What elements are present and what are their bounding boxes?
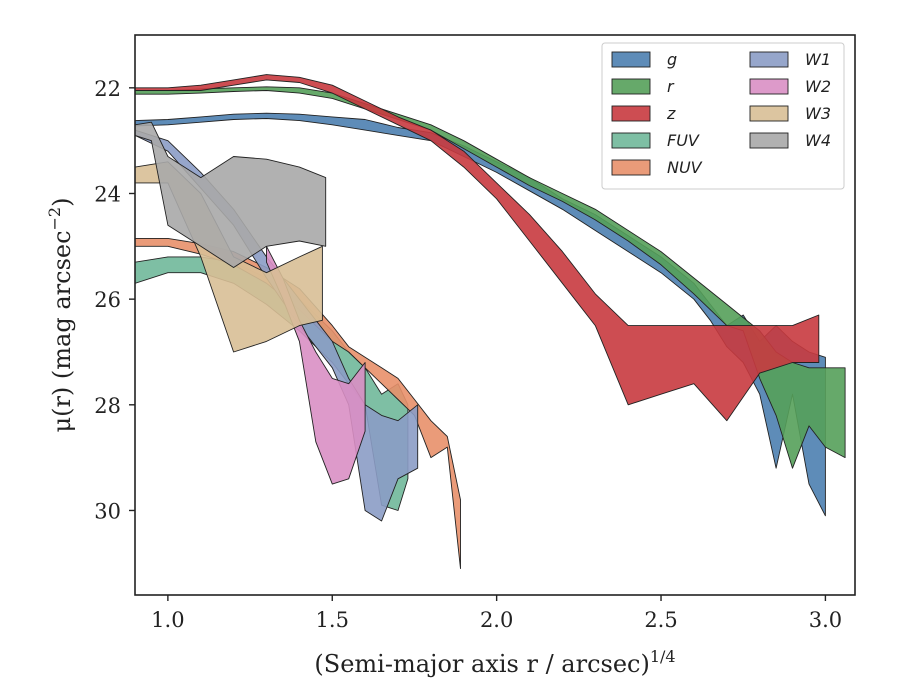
y-axis-ticks: 22 24 26 28 30: [94, 77, 135, 523]
legend-swatch-g: [611, 51, 651, 68]
legend-label-w1: W1: [805, 50, 831, 69]
legend-label-w4: W4: [805, 131, 831, 150]
y-axis-label: μ(r) (mag arcsec−2): [45, 198, 76, 433]
legend-label-fuv: FUV: [667, 131, 700, 150]
legend-label-g: g: [667, 50, 677, 69]
legend-swatch-w2: [749, 78, 789, 95]
band-w4: [135, 121, 327, 268]
x-axis-label: (Semi-major axis r / arcsec)1/4: [314, 647, 675, 678]
profile-bands: [135, 74, 846, 570]
legend-label-r: r: [667, 77, 675, 96]
legend-swatch-nuv: [611, 159, 651, 176]
y-tick-label: 30: [94, 499, 121, 523]
legend-swatch-w1: [749, 51, 789, 68]
x-tick-label: 3.0: [809, 608, 842, 632]
legend-label-w2: W2: [805, 77, 831, 96]
band-z: [135, 74, 820, 422]
y-tick-label: 22: [94, 77, 121, 101]
x-tick-label: 1.5: [316, 608, 349, 632]
legend-label-z: z: [666, 104, 676, 123]
x-tick-label: 2.0: [480, 608, 513, 632]
legend-swatch-z: [611, 105, 651, 122]
plot-frame: [134, 34, 856, 596]
legend-swatch-w3: [749, 105, 789, 122]
x-tick-label: 2.5: [644, 608, 677, 632]
legend-label-w3: W3: [805, 104, 831, 123]
legend-swatch-r: [611, 78, 651, 95]
legend-swatch-fuv: [611, 132, 651, 149]
x-axis-ticks: 1.0 1.5 2.0 2.5 3.0: [151, 595, 842, 632]
y-tick-label: 26: [94, 288, 121, 312]
y-tick-label: 24: [94, 182, 121, 206]
legend-label-nuv: NUV: [667, 158, 703, 177]
y-tick-label: 28: [94, 394, 121, 418]
legend-swatch-w4: [749, 132, 789, 149]
x-tick-label: 1.0: [151, 608, 184, 632]
legend: grz FUV NUV W1 W2 W3 W4: [601, 42, 845, 190]
